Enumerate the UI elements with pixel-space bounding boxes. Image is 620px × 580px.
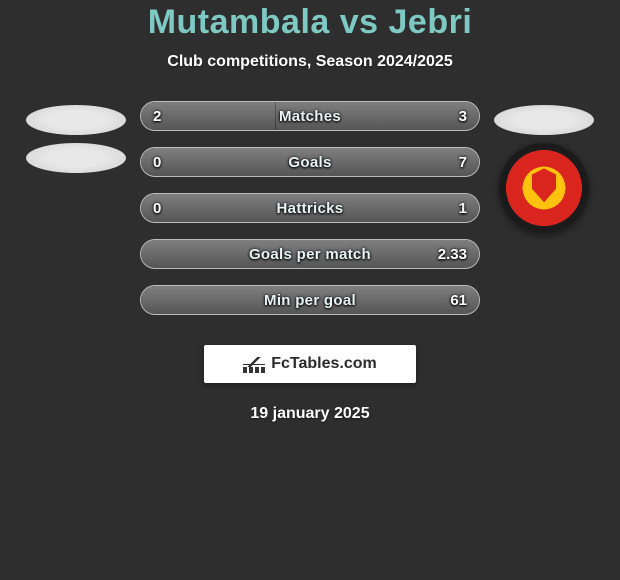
- fctables-watermark[interactable]: FcTables.com: [204, 345, 416, 383]
- stat-label: Min per goal: [141, 286, 479, 314]
- stat-bars: 23Matches 07Goals 01Hattricks 2.33Goals per…: [140, 101, 480, 315]
- team-badge-placeholder: [494, 105, 594, 135]
- stat-bar: 07Goals: [140, 147, 480, 177]
- stats-block: 23Matches 07Goals 01Hattricks 2.33Goals per…: [0, 101, 620, 315]
- comparison-card: Mutambala vs Jebri Club competitions, Se…: [0, 0, 620, 423]
- stat-label: Goals per match: [141, 240, 479, 268]
- stat-bar: 61Min per goal: [140, 285, 480, 315]
- left-team-badges: [26, 101, 126, 315]
- season-subtitle: Club competitions, Season 2024/2025: [167, 53, 452, 71]
- stat-label: Matches: [141, 102, 479, 130]
- snapshot-date: 19 january 2025: [250, 405, 369, 423]
- es-tunis-crest: [499, 143, 589, 233]
- team-badge-placeholder: [26, 105, 126, 135]
- stat-label: Hattricks: [141, 194, 479, 222]
- stat-bar: 2.33Goals per match: [140, 239, 480, 269]
- team-badge-placeholder: [26, 143, 126, 173]
- stat-bar: 01Hattricks: [140, 193, 480, 223]
- stat-label: Goals: [141, 148, 479, 176]
- stat-bar: 23Matches: [140, 101, 480, 131]
- page-title: Mutambala vs Jebri: [148, 4, 473, 41]
- right-team-badges: [494, 101, 594, 315]
- fctables-label: FcTables.com: [271, 355, 377, 373]
- chart-icon: [243, 355, 265, 373]
